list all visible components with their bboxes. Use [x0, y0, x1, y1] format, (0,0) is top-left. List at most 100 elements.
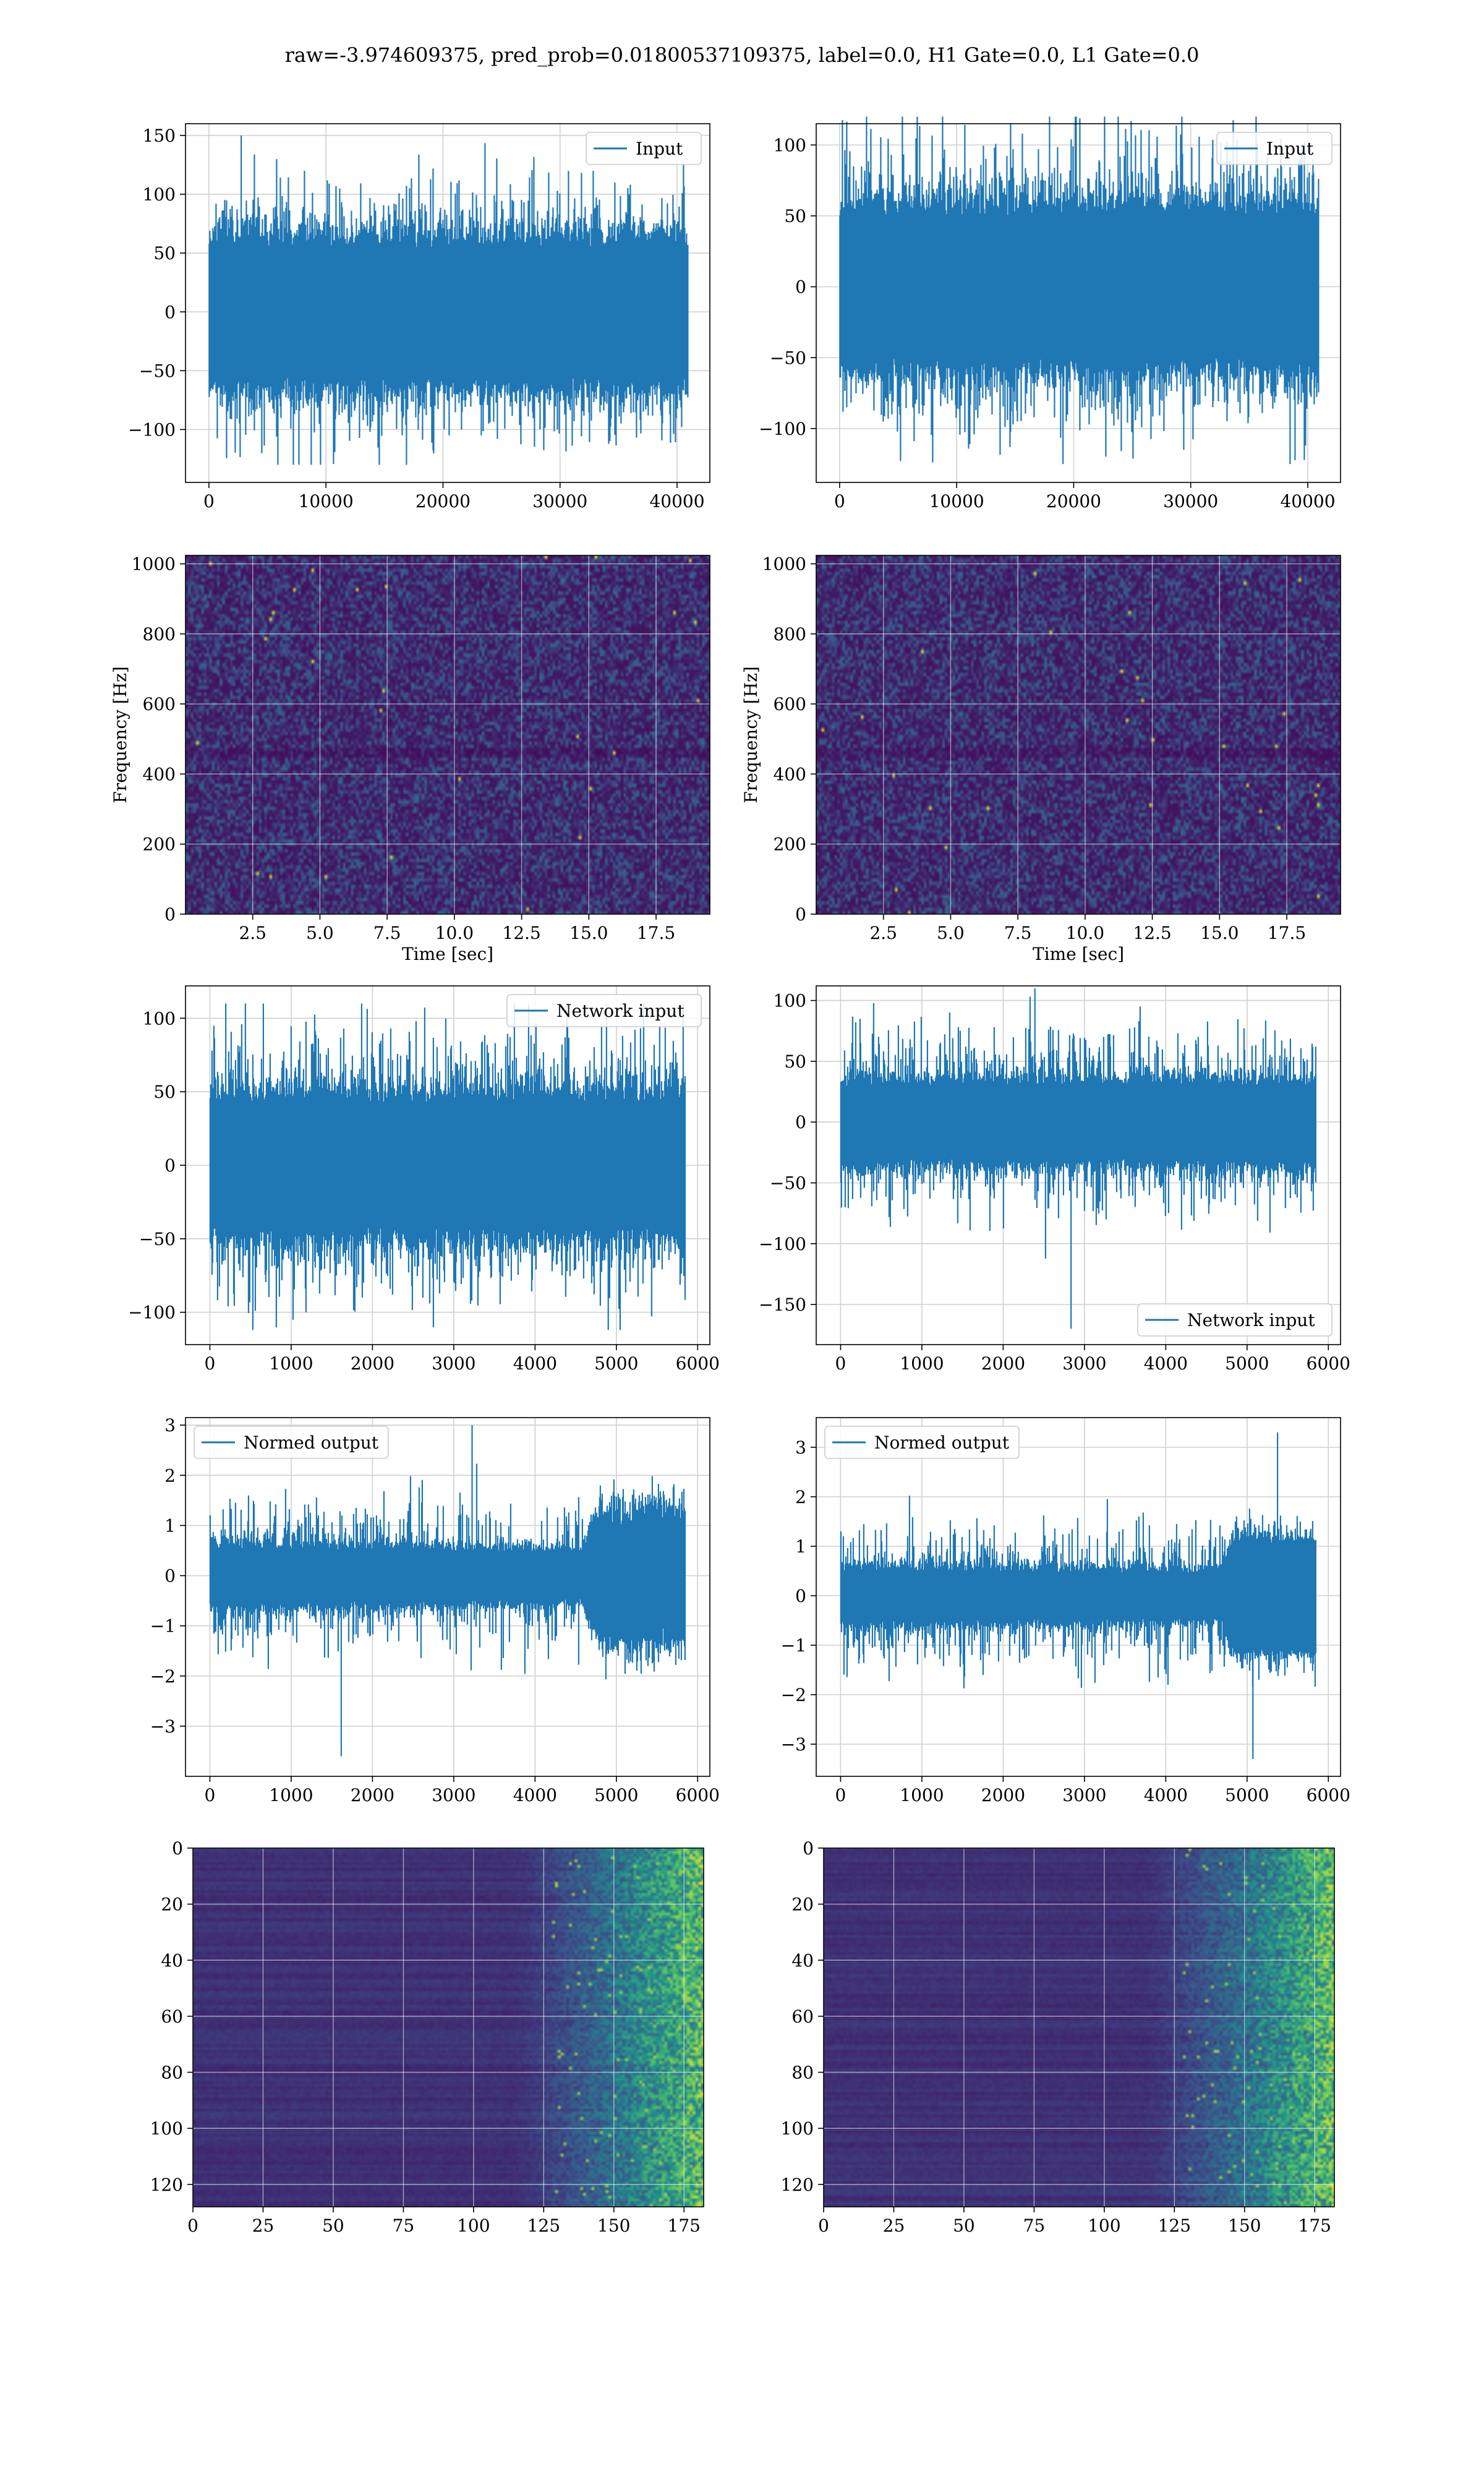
x-tick-label: 10.0: [1066, 923, 1104, 943]
legend-label: Network input: [1187, 1310, 1315, 1330]
x-tick-label: 10000: [299, 491, 354, 511]
x-tick-label: 6000: [1307, 1353, 1350, 1374]
legend-label: Input: [1266, 139, 1314, 159]
y-tick-label: 100: [774, 991, 806, 1011]
legend: Input: [1216, 132, 1333, 165]
y-tick-label: 1000: [762, 554, 806, 575]
y-tick-label: −3: [781, 1734, 806, 1755]
y-tick-label: −2: [150, 1666, 176, 1687]
subplot-l1-network-input: 0 1000 2000 3000 4000 5000 6000 −150 −100 −50 0 50 1…: [759, 985, 1350, 1374]
x-tick-label: 17.5: [637, 923, 675, 943]
axes-frame: [185, 1417, 710, 1777]
y-tick-label: 60: [791, 2006, 814, 2027]
x-tick-label: 5.0: [306, 923, 334, 943]
y-tick-label: −50: [770, 348, 806, 368]
y-tick-label: −100: [128, 1303, 176, 1323]
heatmap-image: [193, 1848, 704, 2207]
x-tick-label: 0: [205, 1785, 216, 1805]
x-tick-label: 10000: [929, 491, 984, 511]
series-line: [209, 1425, 686, 1757]
y-tick-label: −2: [781, 1685, 806, 1705]
y-tick-label: 0: [164, 1566, 176, 1586]
x-tick-label: 4000: [513, 1353, 557, 1374]
legend-box: [586, 132, 702, 165]
axes-frame: [816, 985, 1341, 1345]
x-tick-label: 75: [393, 2215, 415, 2236]
y-tick-label: 50: [153, 1082, 176, 1102]
x-tick-label: 175: [1298, 2215, 1331, 2236]
subplot-h1-normed-output: 0 1000 2000 3000 4000 5000 6000 −3 −2 −1 0 1 2 3 Norme…: [150, 1415, 720, 1805]
x-tick-label: 2.5: [239, 923, 267, 943]
y-tick-label: −150: [759, 1295, 806, 1315]
y-tick-label: 1: [795, 1536, 806, 1557]
x-tick-label: 6000: [676, 1785, 720, 1805]
heatmap-image: [824, 1848, 1334, 2207]
x-tick-label: 4000: [513, 1785, 557, 1805]
x-tick-label: 6000: [676, 1353, 720, 1374]
x-tick-label: 0: [205, 1353, 216, 1374]
legend-box: [824, 1426, 1020, 1459]
x-tick-label: 3000: [432, 1353, 475, 1374]
x-tick-label: 0: [818, 2215, 829, 2236]
axes-frame: [816, 555, 1341, 915]
y-tick-label: 0: [164, 1155, 176, 1176]
y-tick-label: 1: [164, 1515, 176, 1536]
y-tick-label: 100: [781, 2118, 814, 2139]
x-tick-label: 17.5: [1268, 923, 1306, 943]
axes-frame: [823, 1847, 1335, 2207]
legend-box: [1137, 1303, 1333, 1337]
x-tick-label: 25: [252, 2215, 275, 2236]
y-tick-label: 800: [774, 624, 806, 644]
y-tick-label: 200: [774, 834, 806, 855]
series-line: [209, 1003, 686, 1330]
heatmap-image: [186, 555, 710, 914]
y-tick-label: 120: [150, 2175, 183, 2195]
x-tick-label: 0: [203, 491, 215, 511]
y-axis-label: Frequency [Hz]: [110, 666, 130, 803]
x-tick-label: 10.0: [435, 923, 474, 943]
x-tick-label: 125: [1158, 2215, 1191, 2236]
y-tick-label: −1: [150, 1616, 176, 1637]
y-tick-label: 600: [774, 694, 806, 714]
y-tick-label: 2: [795, 1487, 806, 1507]
y-tick-label: 3: [795, 1437, 806, 1458]
y-tick-label: 200: [143, 834, 176, 855]
x-tick-label: 30000: [1163, 491, 1218, 511]
series-line: [208, 135, 689, 465]
legend: Normed output: [824, 1426, 1020, 1459]
x-tick-label: 3000: [1062, 1785, 1106, 1805]
legend-box: [194, 1426, 389, 1459]
subplot-l1-input: 0 10000 20000 30000 40000 −100 −50 0 50 100 Input: [759, 116, 1341, 511]
x-tick-label: 2000: [981, 1353, 1025, 1374]
y-tick-label: −100: [759, 419, 806, 439]
axes-frame: [816, 1417, 1341, 1777]
subplot-l1-spectrogram: 2.5 5.0 7.5 10.0 12.5 15.0 17.5 0 200 400 600 800 10…: [741, 554, 1341, 964]
y-tick-label: 40: [791, 1950, 814, 1971]
y-tick-label: 0: [164, 904, 176, 925]
y-tick-label: −1: [781, 1635, 806, 1656]
x-tick-label: 12.5: [502, 923, 540, 943]
legend: Network input: [506, 994, 702, 1027]
x-tick-label: 0: [187, 2215, 198, 2236]
legend: Network input: [1137, 1303, 1333, 1337]
x-tick-label: 20000: [416, 491, 471, 511]
x-tick-label: 0: [834, 491, 845, 511]
series-line: [840, 988, 1316, 1329]
x-tick-label: 150: [597, 2215, 630, 2236]
legend: Normed output: [194, 1426, 389, 1459]
y-tick-label: 0: [795, 277, 806, 297]
subplot-h1-network-input: 0 1000 2000 3000 4000 5000 6000 −100 −50 0 50 100 Ne…: [128, 985, 720, 1374]
y-tick-label: 0: [795, 1112, 806, 1132]
x-tick-label: 5000: [594, 1353, 638, 1374]
x-tick-label: 3000: [432, 1785, 475, 1805]
x-tick-label: 40000: [1280, 491, 1335, 511]
y-tick-label: 20: [791, 1894, 814, 1915]
y-tick-label: 40: [161, 1950, 183, 1971]
x-tick-label: 125: [527, 2215, 560, 2236]
y-axis-label: Frequency [Hz]: [741, 666, 761, 803]
y-tick-label: 50: [784, 1051, 806, 1072]
y-tick-label: 600: [143, 694, 176, 714]
y-tick-label: −100: [759, 1234, 806, 1254]
y-tick-label: 0: [164, 302, 176, 322]
y-tick-label: −50: [139, 361, 176, 381]
